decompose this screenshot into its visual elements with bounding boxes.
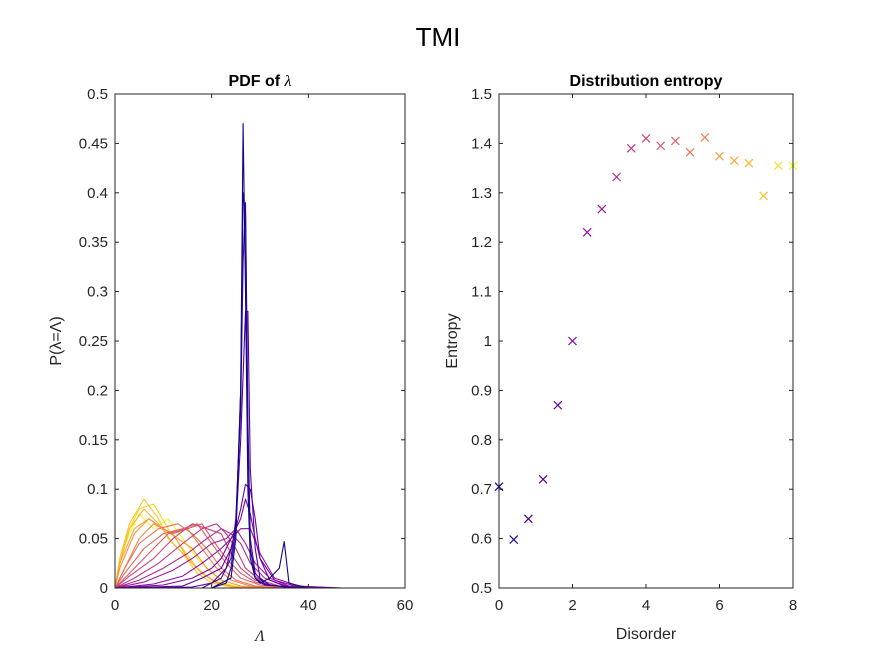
pdf-y-tick-label: 0.4 [87,185,108,202]
entropy-x-tick-label: 0 [495,597,503,614]
entropy-point-marker [509,535,519,545]
entropy-point-marker [700,133,710,142]
pdf-y-tick-label: 0.15 [79,432,108,449]
pdf-series-line [114,498,343,589]
pdf-title-prefix: PDF of [229,73,285,90]
entropy-point-marker [641,134,651,143]
entropy-point-marker [568,336,577,346]
entropy-x-tick-label: 6 [715,597,723,614]
pdf-series-line [114,518,270,589]
pdf-x-tick-label: 60 [397,597,414,614]
pdf-axes-frame [114,93,406,589]
entropy-panel-title: Distribution entropy [570,73,723,90]
entropy-y-tick-label: 1.1 [471,284,492,301]
entropy-y-tick-label: 0.5 [471,580,492,597]
entropy-y-tick-label: 1.2 [471,234,492,251]
pdf-panel: PDF of λ 0 20 40 60 0 0.05 0.1 0.15 0.2 0.25 0.3 0.… [48,73,413,645]
entropy-y-axis-label: Entropy [444,313,461,368]
pdf-series-line [114,523,285,589]
entropy-point-marker [553,400,563,410]
pdf-panel-title: PDF of λ [229,73,292,90]
pdf-y-tick-label: 0.1 [87,481,108,498]
figure-title: TMI [416,22,461,52]
entropy-x-tick-label: 2 [568,597,576,614]
pdf-series-line [114,483,333,589]
pdf-series-line [114,523,290,589]
pdf-x-axis-label: Λ [253,628,265,645]
entropy-panel: Distribution entropy 0 2 4 6 8 0.5 0.6 0.7 0.8 0.… [444,73,798,643]
entropy-markers-group [494,133,798,545]
entropy-point-marker [729,156,739,166]
pdf-series-line [115,192,357,589]
pdf-x-tick-label: 40 [300,597,317,614]
pdf-y-tick-label: 0 [100,580,108,597]
entropy-point-marker [744,158,754,168]
pdf-y-tick-label: 0.25 [79,333,108,350]
pdf-y-tick-label: 0.3 [87,284,108,301]
pdf-axis-ticks: 0 20 40 60 0 0.05 0.1 0.15 0.2 0.25 0.3 0.35 0.4 0.45… [79,86,414,614]
entropy-axes-frame [498,93,794,589]
entropy-point-marker [773,161,783,171]
entropy-y-tick-label: 1 [484,333,492,350]
entropy-x-tick-label: 4 [642,597,650,614]
pdf-x-tick-label: 0 [111,597,119,614]
entropy-point-marker [670,136,680,146]
entropy-point-marker [715,151,724,161]
entropy-y-tick-label: 1.4 [471,135,492,152]
entropy-y-tick-label: 0.9 [471,382,492,399]
pdf-x-tick-label: 20 [203,597,220,614]
pdf-y-tick-label: 0.45 [79,135,108,152]
pdf-series-line [115,123,357,589]
entropy-point-marker [685,147,695,157]
entropy-x-axis-label: Disorder [616,626,677,643]
entropy-point-marker [759,191,769,201]
entropy-x-tick-label: 8 [789,597,797,614]
entropy-y-tick-label: 1.3 [471,185,492,202]
pdf-y-tick-label: 0.05 [79,531,108,548]
entropy-point-marker [656,141,666,151]
entropy-y-tick-label: 1.5 [471,86,492,103]
entropy-y-tick-label: 0.7 [471,481,492,498]
pdf-series-line [114,528,333,589]
entropy-point-marker [597,204,607,214]
pdf-y-tick-label: 0.2 [87,382,108,399]
pdf-series-line [114,523,309,589]
entropy-y-tick-label: 0.6 [471,531,492,548]
entropy-y-tick-label: 0.8 [471,432,492,449]
entropy-point-marker [626,143,636,153]
pdf-series-group [114,123,357,589]
entropy-point-marker [612,172,622,182]
entropy-point-marker [582,227,592,237]
entropy-point-marker [538,474,548,484]
pdf-y-tick-label: 0.5 [87,86,108,103]
pdf-title-symbol: λ [284,73,292,90]
entropy-point-marker [523,514,533,524]
pdf-y-axis-label: P(λ=Λ) [48,316,65,365]
pdf-y-tick-label: 0.35 [79,234,108,251]
